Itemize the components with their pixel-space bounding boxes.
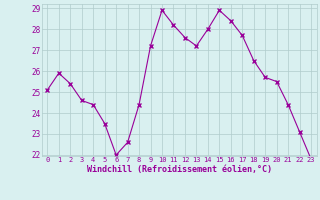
X-axis label: Windchill (Refroidissement éolien,°C): Windchill (Refroidissement éolien,°C)	[87, 165, 272, 174]
